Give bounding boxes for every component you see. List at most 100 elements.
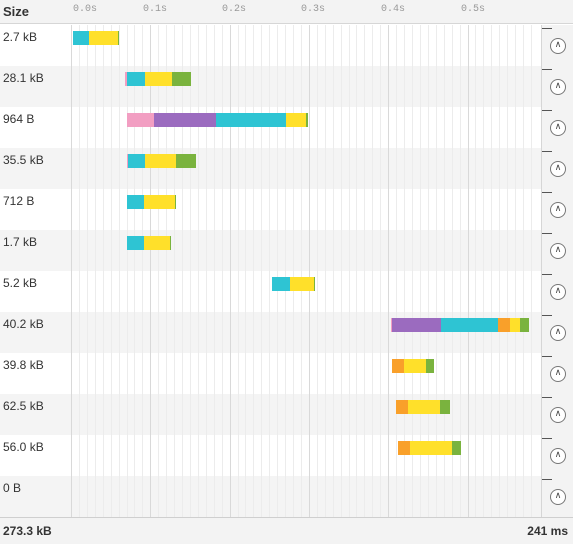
request-row[interactable]: 0 B [0,476,573,517]
expand-row-icon[interactable]: ∧ [550,202,566,218]
row-separator [542,233,552,234]
request-size: 0 B [3,481,22,495]
timing-segment-connect [72,31,90,45]
timing-bar[interactable] [396,400,451,414]
request-size: 5.2 kB [3,276,38,290]
timeline-tick: 0.4s [381,4,406,15]
row-separator [542,28,552,29]
row-separator [542,274,552,275]
timing-bar[interactable] [126,236,171,250]
timing-segment-send [285,113,307,127]
timing-segment-dns [154,113,217,127]
summary-footer: 273.3 kB 241 ms [0,517,573,544]
timing-segment-receive [426,359,435,373]
waterfall-header: Size 0.0s 0.1s 0.2s 0.3s 0.4s 0.5s [0,0,573,24]
timeline-tick: 0.0s [73,4,98,15]
timing-segment-receive [118,31,120,45]
timing-segment-dns [392,318,441,332]
request-rows: 2.7 kB 28.1 kB 964 B 35.5 kB 712 B 1.7 kB 5.2 … [0,25,573,517]
request-row[interactable]: 964 B [0,107,573,148]
timing-segment-send [408,400,440,414]
expand-row-icon[interactable]: ∧ [550,79,566,95]
timeline-tick: 0.3s [301,4,326,15]
timing-segment-send [143,195,175,209]
timing-segment-connect [126,236,144,250]
row-separator [542,110,552,111]
timeline-tick: 0.5s [461,4,486,15]
timing-segment-send [404,359,427,373]
timing-bar[interactable] [72,31,120,45]
row-separator [542,151,552,152]
expand-row-icon[interactable]: ∧ [550,448,566,464]
request-size: 1.7 kB [3,235,38,249]
timing-segment-receive [169,236,171,250]
request-size: 964 B [3,112,35,126]
request-row[interactable]: 39.8 kB [0,353,573,394]
expand-column [541,25,573,517]
row-separator [542,192,552,193]
request-row[interactable]: 5.2 kB [0,271,573,312]
timeline-tick: 0.1s [143,4,168,15]
expand-row-icon[interactable]: ∧ [550,325,566,341]
timing-bar[interactable] [397,441,462,455]
row-separator [542,315,552,316]
timing-bar[interactable] [390,318,529,332]
timing-bar[interactable] [126,113,309,127]
timing-segment-receive [314,277,316,291]
timing-segment-blocked [124,72,128,86]
expand-row-icon[interactable]: ∧ [550,407,566,423]
request-size: 56.0 kB [3,440,44,454]
expand-row-icon[interactable]: ∧ [550,38,566,54]
timing-segment-blocked [126,113,155,127]
timing-segment-wait [396,400,409,414]
timing-segment-blocked [126,154,129,168]
request-size: 62.5 kB [3,399,44,413]
timing-segment-receive [519,318,529,332]
expand-row-icon[interactable]: ∧ [550,366,566,382]
timing-segment-receive [439,400,451,414]
total-time: 241 ms [527,524,568,538]
request-size: 2.7 kB [3,30,38,44]
timing-bar[interactable] [126,195,176,209]
timing-segment-receive [451,441,462,455]
timing-segment-receive [174,195,176,209]
expand-row-icon[interactable]: ∧ [550,161,566,177]
timing-segment-receive [172,72,191,86]
timing-segment-connect [216,113,286,127]
row-separator [542,69,552,70]
request-row[interactable]: 62.5 kB [0,394,573,435]
request-size: 40.2 kB [3,317,44,331]
timing-segment-wait [497,318,510,332]
expand-row-icon[interactable]: ∧ [550,489,566,505]
timing-segment-receive [306,113,309,127]
timing-segment-connect [272,277,290,291]
timeline-tick: 0.2s [222,4,247,15]
request-size: 35.5 kB [3,153,44,167]
timing-bar[interactable] [126,154,197,168]
row-separator [542,397,552,398]
total-size: 273.3 kB [3,524,52,538]
timing-segment-connect [440,318,498,332]
expand-row-icon[interactable]: ∧ [550,243,566,259]
request-row[interactable]: 56.0 kB [0,435,573,476]
request-size: 28.1 kB [3,71,44,85]
timing-segment-wait [397,441,410,455]
row-separator [542,356,552,357]
request-row[interactable]: 28.1 kB [0,66,573,107]
timing-segment-send [509,318,520,332]
request-size: 39.8 kB [3,358,44,372]
expand-row-icon[interactable]: ∧ [550,120,566,136]
timing-segment-blocked [390,318,393,332]
request-row[interactable]: 35.5 kB [0,148,573,189]
timing-segment-receive [176,154,197,168]
timing-segment-connect [126,195,144,209]
request-row[interactable]: 2.7 kB [0,25,573,66]
request-row[interactable]: 1.7 kB [0,230,573,271]
timing-bar[interactable] [392,359,435,373]
request-row[interactable]: 712 B [0,189,573,230]
expand-row-icon[interactable]: ∧ [550,284,566,300]
timing-bar[interactable] [124,72,191,86]
timing-segment-connect [128,154,145,168]
size-column-header[interactable]: Size [3,4,30,19]
timing-bar[interactable] [272,277,316,291]
